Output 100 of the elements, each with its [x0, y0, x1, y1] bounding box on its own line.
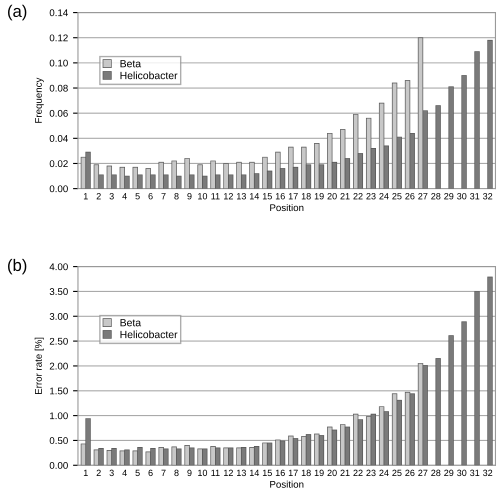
bar: [94, 450, 100, 466]
legend-label: Beta: [120, 60, 142, 68]
x-tick-label: 20: [328, 470, 337, 476]
bar: [301, 436, 307, 466]
x-tick-label: 3: [110, 470, 114, 476]
x-tick-label: 32: [483, 470, 492, 476]
bar: [301, 146, 307, 189]
x-tick-label: 22: [353, 193, 363, 200]
bar: [461, 321, 467, 466]
x-tick-label: 5: [135, 470, 140, 476]
y-tick-label: 0.50: [50, 437, 68, 444]
x-tick-label: 31: [470, 470, 480, 476]
x-tick-label: 27: [418, 193, 428, 200]
bar: [474, 291, 480, 466]
x-tick-label: 2: [96, 470, 101, 476]
x-tick-label: 24: [379, 470, 389, 476]
x-axis-title: Position: [270, 204, 304, 212]
legend-label: Helicobacter: [120, 330, 178, 338]
x-tick-label: 19: [314, 470, 324, 476]
x-tick-label: 30: [457, 470, 466, 476]
x-tick-label: 8: [174, 470, 179, 476]
y-tick-label: 0.00: [50, 185, 68, 192]
x-tick-label: 4: [122, 470, 127, 476]
x-tick-label: 29: [444, 470, 454, 476]
bar: [254, 446, 260, 466]
y-axis-title: Error rate [%]: [34, 338, 44, 394]
x-tick-label: 28: [431, 193, 440, 200]
x-tick-label: 29: [444, 193, 454, 200]
bar: [487, 276, 493, 466]
y-tick-label: 0.12: [50, 34, 68, 42]
y-tick-label: 0.00: [50, 462, 68, 469]
x-tick-label: 14: [250, 470, 260, 476]
legend-label: Helicobacter: [120, 72, 178, 80]
bar: [487, 40, 493, 189]
x-tick-label: 11: [211, 470, 220, 476]
x-tick-label: 14: [250, 193, 260, 200]
x-tick-label: 1: [84, 193, 88, 200]
x-tick-label: 4: [122, 193, 127, 200]
bar: [288, 146, 294, 189]
x-tick-label: 17: [288, 193, 298, 200]
bar: [275, 152, 281, 189]
x-tick-label: 31: [470, 193, 480, 200]
x-tick-label: 13: [237, 193, 246, 200]
y-axis-title: Frequency: [35, 78, 44, 123]
y-tick-label: 3.00: [50, 312, 68, 320]
x-tick-label: 16: [276, 470, 285, 476]
x-tick-label: 21: [340, 470, 350, 476]
y-tick-label: 3.50: [50, 288, 68, 296]
x-tick-label: 10: [198, 470, 208, 476]
x-tick-label: 26: [405, 193, 415, 200]
bar: [275, 440, 281, 466]
x-tick-label: 23: [366, 470, 376, 476]
bar: [448, 86, 454, 189]
x-tick-label: 12: [224, 193, 233, 200]
x-tick-label: 15: [262, 193, 272, 200]
x-tick-label: 23: [366, 193, 376, 200]
x-tick-label: 32: [483, 193, 492, 200]
bar: [435, 358, 441, 466]
bar: [435, 105, 441, 189]
x-tick-label: 28: [431, 470, 440, 476]
x-tick-label: 6: [148, 193, 153, 200]
x-tick-label: 5: [135, 193, 140, 200]
x-tick-label: 21: [340, 193, 350, 200]
y-tick-label: 0.08: [50, 84, 68, 92]
bar: [474, 51, 480, 189]
x-tick-label: 20: [328, 193, 337, 200]
x-tick-label: 30: [457, 193, 466, 200]
y-tick-label: 0.04: [50, 135, 68, 142]
x-tick-label: 17: [288, 470, 298, 476]
bar: [240, 447, 246, 466]
x-tick-label: 27: [418, 470, 428, 476]
bar: [94, 164, 100, 189]
x-tick-label: 18: [302, 193, 311, 200]
y-tick-label: 1.50: [50, 388, 68, 394]
x-tick-label: 1: [84, 470, 88, 476]
bar: [106, 450, 112, 466]
x-tick-label: 13: [237, 470, 246, 476]
x-tick-label: 26: [405, 470, 415, 476]
y-tick-label: 0.10: [50, 60, 68, 66]
y-tick-label: 0.14: [50, 9, 68, 16]
bar: [448, 335, 454, 466]
x-tick-label: 22: [353, 470, 363, 476]
x-tick-label: 7: [161, 193, 166, 200]
x-tick-label: 16: [276, 193, 285, 200]
x-tick-label: 9: [187, 470, 192, 476]
bar: [288, 436, 294, 466]
x-tick-label: 19: [314, 193, 324, 200]
x-tick-label: 11: [211, 193, 220, 200]
bar: [461, 75, 467, 189]
bar: [106, 166, 112, 189]
x-tick-label: 9: [187, 193, 192, 200]
y-tick-label: 2.00: [50, 362, 68, 370]
y-tick-label: 0.06: [50, 110, 68, 117]
x-tick-label: 18: [302, 470, 311, 476]
x-tick-label: 25: [392, 470, 402, 476]
x-axis-title: Position: [270, 480, 304, 488]
y-tick-label: 2.50: [50, 338, 68, 345]
x-tick-label: 24: [379, 193, 389, 200]
text: (a): [8, 4, 26, 20]
x-tick-label: 12: [224, 470, 233, 476]
